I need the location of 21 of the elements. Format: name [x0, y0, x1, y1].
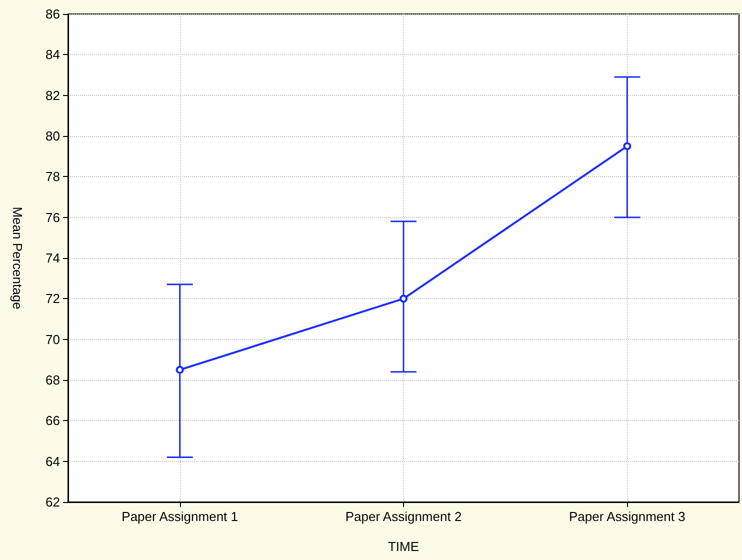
y-tick-label: 86	[46, 6, 60, 22]
y-tick-label: 72	[46, 291, 60, 306]
point	[400, 294, 408, 303]
y-tick-label: 70	[46, 332, 60, 347]
point	[176, 366, 184, 374]
x-axis-title: TIME	[388, 539, 420, 554]
x-tick-label: Paper Assignment 1	[122, 509, 238, 524]
y-tick-label: 80	[46, 128, 60, 144]
y-tick-label: 62	[46, 494, 60, 510]
y-tick-label: 82	[46, 88, 60, 103]
point	[623, 142, 632, 150]
y-tick-label: 84	[46, 47, 60, 62]
y-tick-label: 76	[46, 210, 60, 225]
x-tick-label: Paper Assignment 2	[345, 509, 462, 524]
y-tick-label: 64	[46, 454, 60, 469]
y-tick-label: 78	[46, 169, 60, 184]
x-tick-label: Paper Assignment 3	[568, 509, 686, 524]
y-tick-label: 68	[46, 372, 60, 388]
y-tick-label: 66	[46, 413, 60, 428]
y-axis-title: Mean Percentage	[10, 206, 25, 310]
y-tick-label: 74	[46, 250, 60, 266]
